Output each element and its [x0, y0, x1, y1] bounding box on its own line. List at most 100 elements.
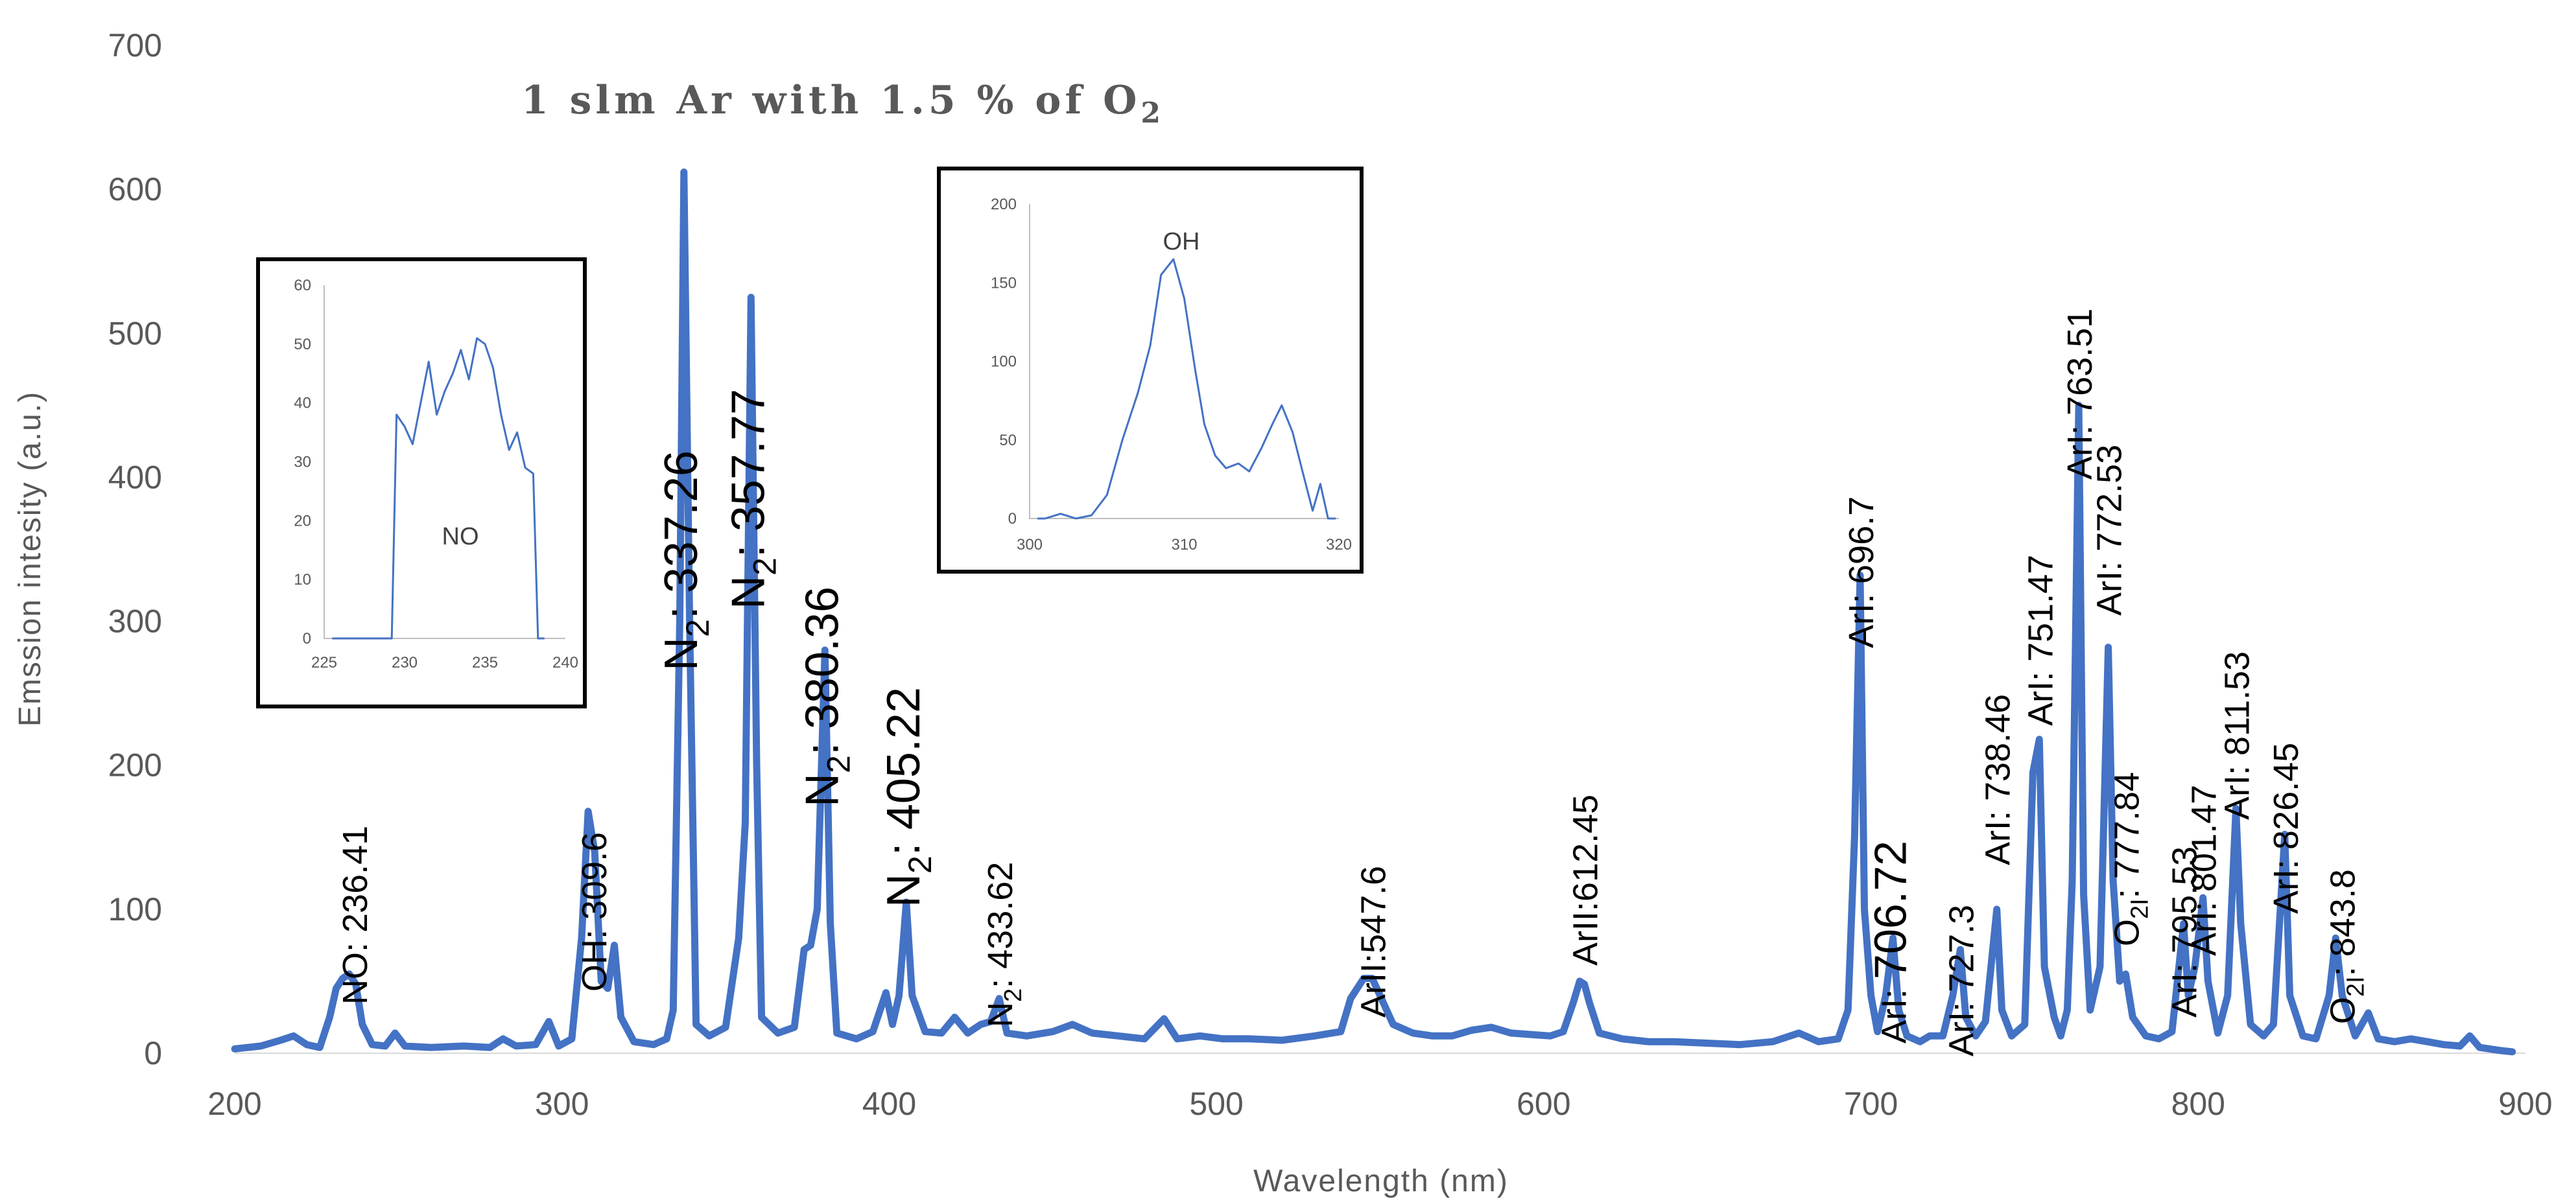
- inset-y-tick-label: 100: [991, 353, 1017, 371]
- peak-label: ArI: 738.46: [1979, 694, 2018, 865]
- inset-annotation: NO: [442, 523, 479, 550]
- peak-label-value: 706.72: [1865, 841, 1916, 979]
- peak-label-species: N: [878, 874, 930, 907]
- peak-label: ArI: 795.53: [2166, 846, 2204, 1018]
- y-axis-title: Emssion intesity (a.u.): [13, 391, 47, 727]
- inset-y-tick-label: 50: [999, 432, 1017, 449]
- inset-y-tick-label: 60: [294, 277, 311, 294]
- inset-x-tick-label: 240: [552, 654, 578, 671]
- inset-y-tick-label: 30: [294, 454, 311, 471]
- peak-label: ArI: 751.47: [2021, 555, 2060, 726]
- x-tick-label: 400: [862, 1086, 916, 1122]
- inset-x-tick-label: 230: [392, 654, 418, 671]
- peak-label: ArII:547.6: [1354, 866, 1393, 1018]
- peak-label-species: O: [2107, 919, 2146, 946]
- inset-y-tick-label: 10: [294, 571, 311, 589]
- peak-label-value: : 380.36: [796, 587, 848, 755]
- inset-y-tick-label: 0: [303, 630, 311, 647]
- peak-label-species: ArI: 795.53: [2166, 846, 2204, 1018]
- y-tick-label: 500: [108, 315, 162, 351]
- inset-x-tick-label: 320: [1326, 536, 1352, 554]
- inset-x-tick-label: 225: [311, 654, 337, 671]
- x-tick-label: 500: [1189, 1086, 1243, 1122]
- y-tick-label: 700: [108, 27, 162, 64]
- inset-x-tick-label: 235: [472, 654, 498, 671]
- peak-label-species: N: [981, 1002, 1020, 1027]
- peak-label-subscript: 2: [1000, 988, 1027, 1002]
- peak-label-species: ArI: 738.46: [1979, 694, 2018, 865]
- inset-y-tick-label: 40: [294, 395, 311, 412]
- peak-label-subscript: 2: [902, 856, 938, 874]
- peak-label-value: : 309.6: [575, 832, 614, 939]
- inset-y-tick-label: 20: [294, 512, 311, 530]
- inset-axis-lines: [1029, 204, 1339, 519]
- peak-label: ArI: 811.53: [2218, 651, 2257, 820]
- peak-label-species: ArI: 826.45: [2267, 743, 2306, 914]
- peak-label-species: N: [796, 773, 848, 807]
- inset-y-tick-label: 50: [294, 336, 311, 353]
- inset-no-chart: 0 10 20 30 40 50 60 225 230 235 240 NO: [256, 257, 587, 708]
- inset-y-tick-label: 0: [1008, 510, 1017, 528]
- y-tick-label: 600: [108, 171, 162, 207]
- y-tick-label: 0: [144, 1035, 162, 1071]
- peak-label: ArI: 706.72: [1865, 841, 1916, 1044]
- peak-label-subscript: 2: [679, 619, 716, 637]
- x-tick-label: 200: [207, 1086, 261, 1122]
- inset-x-tick-label: 310: [1171, 536, 1197, 554]
- inset-annotation: OH: [1163, 228, 1200, 255]
- peak-label-subscript: 2: [746, 557, 783, 576]
- peak-label: ArII:612.45: [1566, 795, 1605, 966]
- x-axis-ticks: 200 300 400 500 600 700 800 900: [207, 1086, 2552, 1122]
- peak-label: O2I: 777.84: [2107, 772, 2153, 946]
- peak-label-species: N: [656, 637, 707, 671]
- peak-label: ArI: 696.7: [1842, 496, 1881, 648]
- peak-label-species: ArII:547.6: [1354, 866, 1393, 1018]
- peak-label: ArI: 727.3: [1942, 905, 1981, 1056]
- y-tick-label: 300: [108, 603, 162, 640]
- peak-label-subscript: 2I: [2126, 898, 2153, 919]
- peak-label: ArI: 801.47: [2185, 785, 2224, 956]
- inset-series-line: [1037, 258, 1336, 520]
- peak-label-value: : 357.77: [722, 389, 774, 557]
- peak-label-species: ArI: 763.51: [2061, 309, 2099, 480]
- chart-title-main: 1 slm Ar with 1.5 % of O: [521, 78, 1140, 123]
- inset-oh-frame: [937, 167, 1364, 574]
- x-tick-label: 800: [2171, 1086, 2225, 1122]
- peak-label-value: : 236.41: [336, 826, 375, 952]
- peak-label: N2: 380.36: [796, 587, 857, 807]
- peak-label-species: ArI: 727.3: [1942, 905, 1981, 1056]
- inset-y-tick-label: 150: [991, 274, 1017, 292]
- peak-label-species: OH: [575, 939, 614, 992]
- peak-label-species: ArI:: [1875, 979, 1914, 1044]
- peak-label: O2I: 843.8: [2323, 869, 2369, 1024]
- peak-label-species: ArII:612.45: [1566, 795, 1605, 966]
- inset-axis-lines: [324, 285, 565, 639]
- inset-series-line: [332, 337, 545, 640]
- peak-label: NO: 236.41: [336, 826, 375, 1005]
- peak-label: OH: 309.6: [575, 832, 614, 992]
- y-tick-label: 400: [108, 459, 162, 495]
- peak-label-value: : 433.62: [981, 862, 1020, 988]
- peak-label-subscript: 2: [820, 755, 857, 773]
- peak-label-species: ArI: 772.53: [2090, 445, 2129, 616]
- peak-label-species: N: [722, 576, 774, 609]
- peak-label: N2: 405.22: [878, 687, 938, 907]
- peak-label: ArI: 763.51: [2061, 309, 2099, 480]
- spectrum-series-line: [231, 169, 2516, 1056]
- x-axis-title: Wavelength (nm): [1253, 1164, 1509, 1198]
- chart-title: 1 slm Ar with 1.5 % of O2: [521, 78, 1164, 130]
- x-tick-label: 700: [1844, 1086, 1898, 1122]
- peak-label: N2: 357.77: [722, 389, 783, 609]
- y-tick-label: 100: [108, 891, 162, 927]
- chart-title-subscript: 2: [1140, 97, 1164, 130]
- peak-label-value: : 777.84: [2107, 772, 2146, 898]
- peak-label-value: : 405.22: [878, 687, 930, 856]
- peak-label: N2: 433.62: [981, 862, 1027, 1027]
- peak-label-species: ArI: 696.7: [1842, 496, 1881, 648]
- peak-label-species: O: [2323, 997, 2362, 1024]
- x-tick-label: 900: [2498, 1086, 2552, 1122]
- peak-label: ArI: 826.45: [2267, 743, 2306, 914]
- inset-y-tick-label: 200: [991, 196, 1017, 213]
